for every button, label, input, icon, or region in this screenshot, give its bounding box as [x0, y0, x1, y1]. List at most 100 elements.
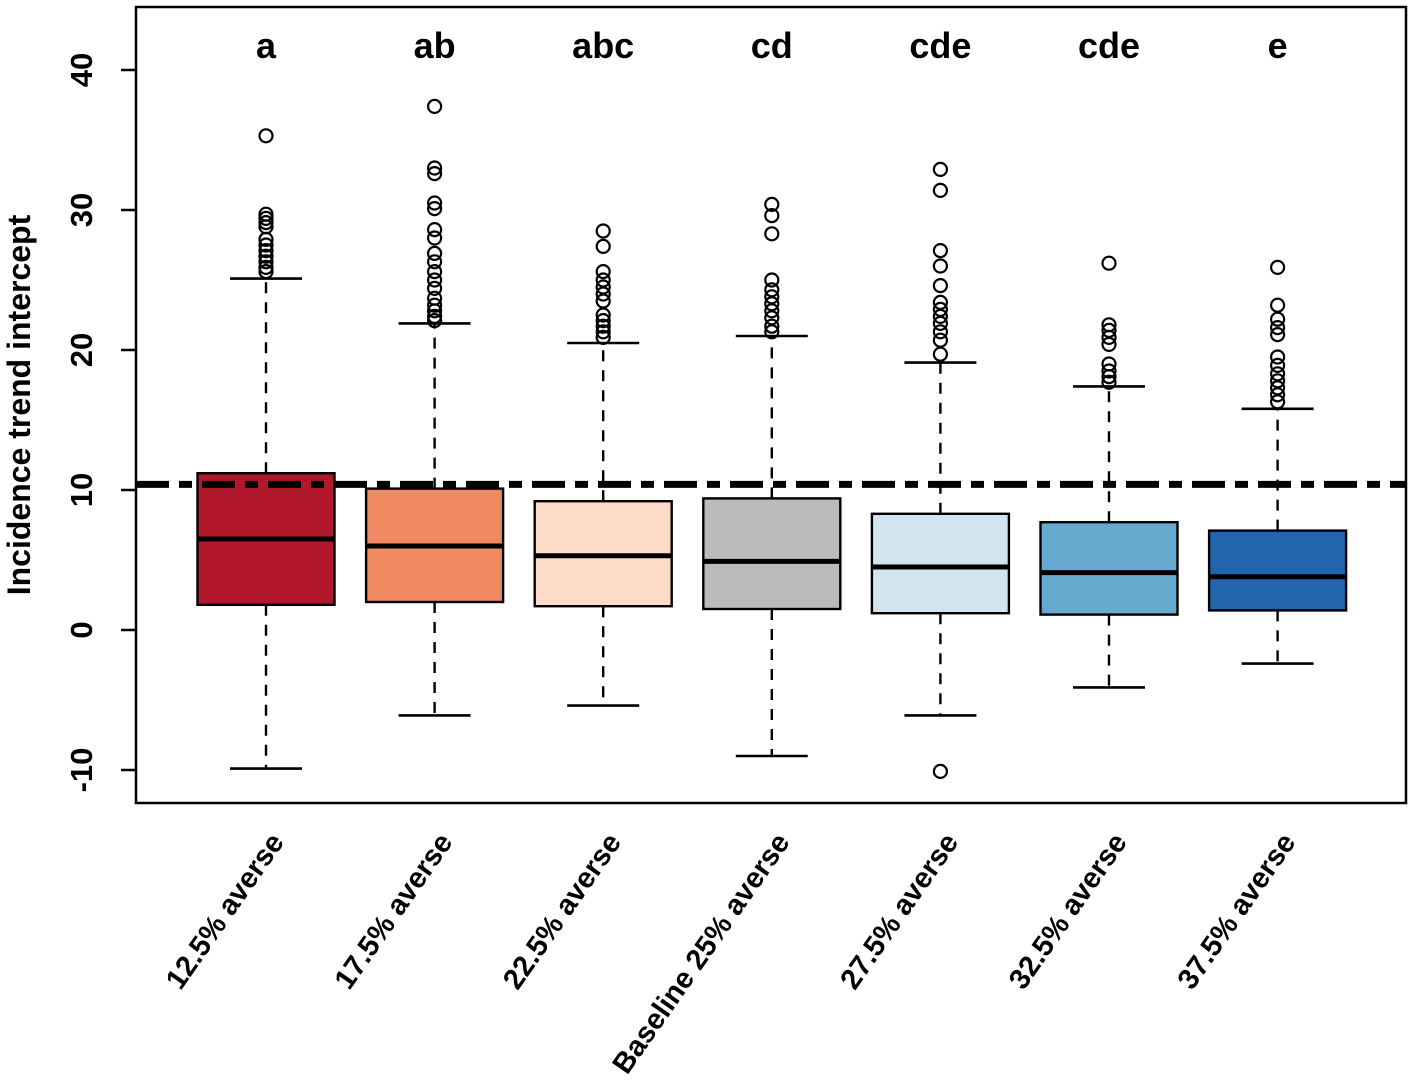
iqr-box: [1207, 529, 1348, 612]
outlier-point: [932, 332, 949, 348]
outlier-point: [427, 195, 443, 211]
outlier-point: [258, 264, 274, 280]
outlier-point: [1101, 356, 1117, 372]
significance-letter: abc: [572, 25, 634, 66]
outlier-point: [427, 280, 443, 296]
outlier-point: [258, 215, 274, 231]
outlier-point: [595, 272, 611, 288]
outlier-point: [595, 264, 611, 280]
outlier-point: [595, 313, 611, 329]
outlier-point: [427, 230, 443, 246]
outlier-point: [932, 243, 949, 259]
x-category-label: Baseline 25% averse: [607, 828, 797, 1080]
outlier-point: [932, 301, 949, 317]
outlier-point: [595, 238, 611, 254]
box-group: [364, 98, 505, 717]
outlier-point: [427, 308, 443, 324]
outlier-point: [427, 297, 443, 313]
significance-letter: cde: [909, 25, 971, 66]
x-category-label: 22.5% averse: [497, 828, 628, 996]
outlier-point: [427, 264, 443, 280]
significance-letter: e: [1268, 25, 1288, 66]
outlier-point: [258, 254, 274, 270]
outlier-point: [427, 245, 443, 261]
y-axis-title: Incidence trend intercept: [1, 214, 37, 595]
outlier-point: [1101, 255, 1117, 271]
significance-letter: cd: [751, 25, 793, 66]
outlier-point: [1269, 373, 1286, 389]
outlier-point: [1101, 363, 1117, 379]
y-tick-label: 0: [64, 621, 99, 638]
y-axis: -10 0 10 20 30 40: [64, 53, 136, 793]
outlier-point: [932, 278, 949, 294]
box-series: [196, 98, 1348, 780]
box-group: [1039, 255, 1179, 689]
significance-letters: a ab abc cd cde cde e: [256, 25, 1288, 66]
outlier-point: [258, 243, 274, 259]
outlier-point: [764, 226, 780, 242]
outlier-point: [932, 258, 949, 274]
plot-frame: [134, 5, 1408, 805]
box-group: [196, 128, 336, 770]
outlier-point: [1269, 366, 1286, 382]
outlier-point: [595, 318, 611, 334]
outlier-point: [595, 329, 611, 345]
x-category-label: 27.5% averse: [834, 828, 965, 996]
outlier-point: [764, 272, 780, 288]
outlier-point: [595, 223, 611, 239]
y-tick-label: -10: [64, 748, 99, 793]
outlier-point: [1269, 259, 1286, 275]
x-category-label: 37.5% averse: [1172, 828, 1303, 996]
outlier-point: [595, 279, 611, 295]
outlier-point: [427, 160, 443, 176]
outlier-point: [258, 210, 274, 226]
x-category-label: 12.5% averse: [160, 828, 291, 996]
outlier-point: [258, 248, 274, 264]
box-group: [533, 223, 673, 707]
significance-letter: ab: [414, 25, 456, 66]
outlier-point: [764, 289, 780, 305]
outlier-point: [932, 161, 949, 177]
outlier-point: [1101, 322, 1117, 338]
outlier-point: [427, 98, 443, 115]
outlier-point: [258, 128, 274, 144]
significance-letter: cde: [1078, 25, 1140, 66]
outlier-point: [1101, 317, 1117, 333]
outlier-point: [1269, 320, 1286, 336]
outlier-point: [258, 237, 274, 253]
outlier-point: [1101, 374, 1117, 390]
outlier-point: [764, 282, 780, 298]
y-tick-label: 40: [64, 53, 99, 87]
outlier-point: [427, 254, 443, 270]
y-tick-label: 30: [64, 193, 99, 227]
outlier-point: [1269, 297, 1286, 313]
x-axis-labels: 12.5% averse 17.5% averse 22.5% averseBase…: [160, 828, 1302, 1080]
outlier-point: [427, 201, 443, 217]
box-group: [702, 196, 842, 758]
iqr-box: [1039, 521, 1179, 616]
box-group: [1207, 259, 1348, 665]
outlier-point: [258, 259, 274, 275]
outlier-point: [1269, 357, 1286, 373]
outlier-point: [595, 324, 611, 340]
outlier-point: [258, 206, 274, 222]
outlier-point: [1269, 349, 1286, 365]
outlier-point: [427, 290, 443, 306]
outlier-point: [427, 166, 443, 182]
outlier-point: [932, 324, 949, 340]
outlier-point: [1269, 327, 1286, 343]
y-tick-label: 20: [64, 333, 99, 367]
outlier-point: [932, 182, 949, 198]
box-group: [870, 161, 1011, 780]
outlier-point: [427, 313, 443, 329]
x-category-label: 32.5% averse: [1003, 828, 1134, 996]
outlier-point: [764, 196, 780, 212]
iqr-box: [870, 512, 1011, 615]
outlier-point: [427, 272, 443, 288]
significance-letter: a: [256, 25, 277, 66]
outlier-point: [427, 222, 443, 238]
outlier-point: [932, 763, 949, 780]
y-tick-label: 10: [64, 473, 99, 507]
